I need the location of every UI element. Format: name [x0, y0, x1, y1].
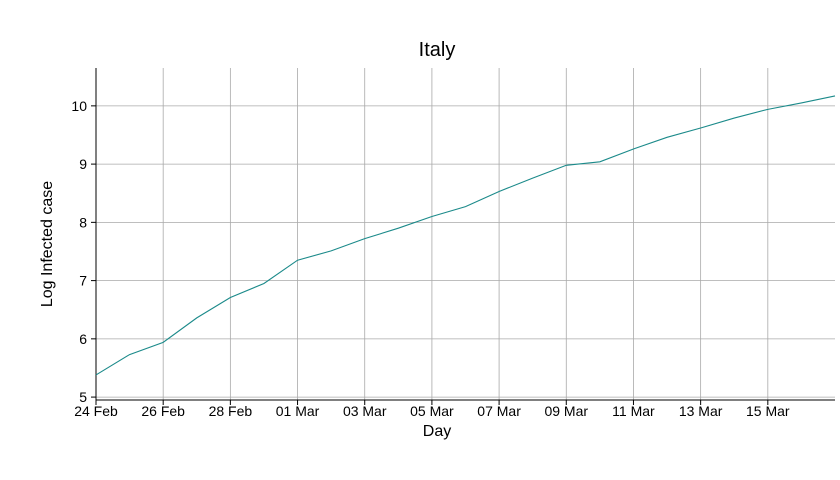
data-point — [800, 101, 803, 104]
data-point — [162, 341, 165, 344]
x-tick-label: 26 Feb — [141, 403, 185, 419]
x-tick-label: 15 Mar — [746, 403, 790, 419]
y-tick-label: 7 — [79, 273, 87, 289]
data-point — [397, 227, 400, 230]
x-tick-label: 11 Mar — [612, 403, 655, 419]
y-axis-label: Log Infected case — [39, 181, 56, 307]
x-tick-label: 09 Mar — [544, 403, 588, 419]
data-point — [565, 164, 568, 167]
data-point — [330, 249, 333, 252]
y-tick-label: 8 — [79, 214, 87, 230]
data-point — [128, 353, 131, 356]
y-tick-label: 9 — [79, 156, 87, 172]
x-axis-label: Day — [423, 423, 451, 440]
series-line — [95, 95, 836, 376]
x-tick-label: 07 Mar — [477, 403, 521, 419]
data-point — [430, 215, 433, 218]
x-tick-label: 03 Mar — [343, 403, 387, 419]
y-tick-label: 5 — [79, 389, 87, 405]
data-point — [531, 177, 534, 180]
data-point — [262, 282, 265, 285]
chart-title: Italy — [419, 39, 456, 61]
data-point — [699, 126, 702, 129]
data-point — [363, 237, 366, 240]
data-point — [598, 160, 601, 163]
data-point — [666, 136, 669, 139]
data-point — [766, 108, 769, 111]
data-point — [632, 147, 635, 150]
data-point — [229, 296, 232, 299]
tick-labels: 24 Feb 26 Feb 28 Feb 01 Mar 03 Mar 05 Mar 07 M… — [71, 98, 790, 419]
data-point — [296, 259, 299, 262]
data-point — [195, 316, 198, 319]
data-point — [733, 117, 736, 120]
x-tick-label: 01 Mar — [276, 403, 320, 419]
data-point — [834, 94, 837, 97]
data-point — [95, 373, 98, 376]
grid-lines — [96, 68, 835, 400]
data-point — [464, 205, 467, 208]
x-tick-label: 28 Feb — [209, 403, 253, 419]
x-tick-label: 13 Mar — [679, 403, 723, 419]
data-point — [498, 190, 501, 193]
axes — [91, 68, 835, 405]
series-layer — [95, 94, 837, 376]
x-tick-label: 24 Feb — [74, 403, 118, 419]
y-tick-label: 6 — [79, 331, 87, 347]
x-tick-label: 05 Mar — [410, 403, 454, 419]
y-tick-label: 10 — [71, 98, 87, 114]
